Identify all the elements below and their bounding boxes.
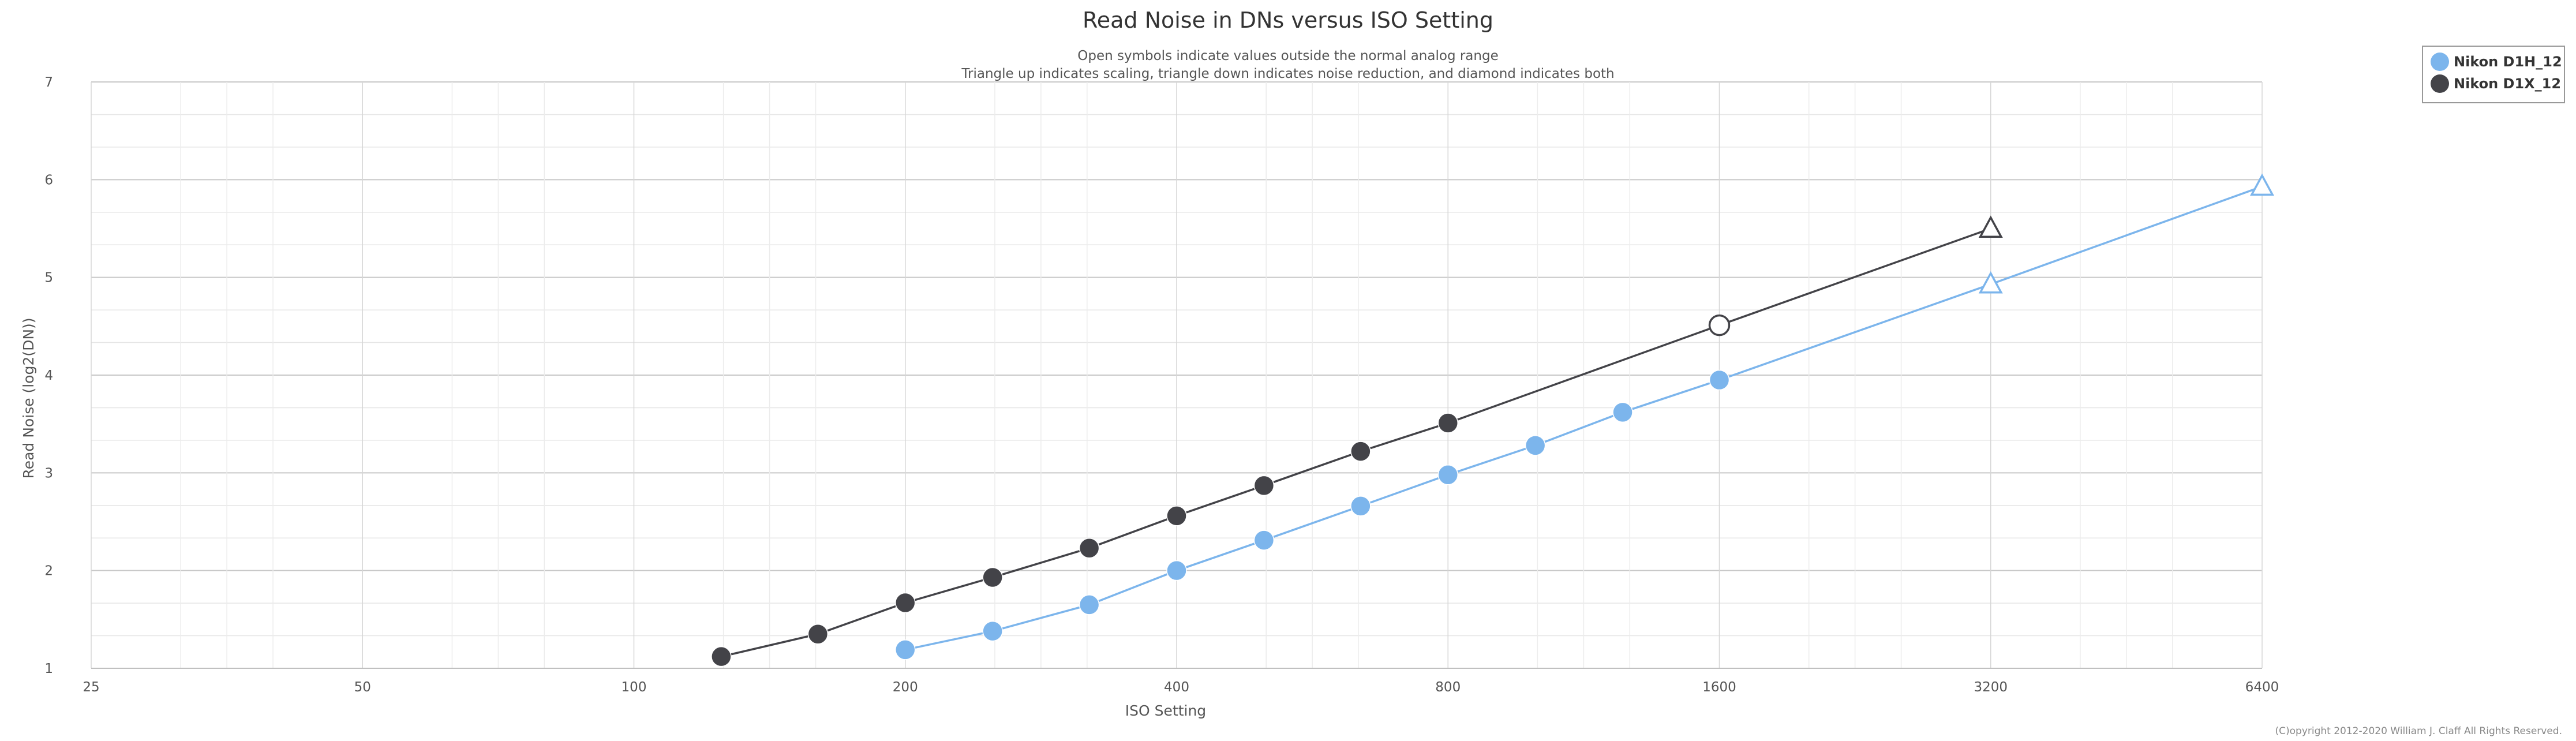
x-tick-label: 50	[354, 680, 371, 695]
y-axis-title: Read Noise (log2(DN))	[20, 317, 37, 478]
data-point[interactable]	[1709, 369, 1730, 391]
copyright-text: (C)opyright 2012-2020 William J. Claff A…	[2275, 725, 2563, 737]
data-point-triangle[interactable]	[1978, 271, 2003, 294]
series-lines	[721, 185, 2263, 658]
data-point[interactable]	[807, 623, 829, 645]
y-tick-label: 6	[44, 173, 53, 188]
data-point[interactable]	[1253, 530, 1275, 551]
data-point[interactable]	[1350, 441, 1371, 462]
data-point[interactable]	[982, 620, 1003, 642]
data-point[interactable]	[711, 646, 732, 667]
data-point[interactable]	[1612, 402, 1633, 423]
chart-subtitle-line-2: Triangle up indicates scaling, triangle …	[961, 66, 1614, 81]
data-point[interactable]	[1525, 435, 1546, 456]
legend-label-d1x[interactable]: Nikon D1X_12	[2454, 76, 2561, 92]
y-tick-label: 3	[44, 466, 53, 481]
data-point[interactable]	[1166, 506, 1187, 526]
data-point[interactable]	[1437, 464, 1458, 485]
series-markers	[711, 173, 2274, 667]
x-tick-label: 3200	[1974, 680, 2008, 695]
data-point[interactable]	[1079, 594, 1100, 615]
data-point[interactable]	[895, 592, 916, 613]
x-tick-label: 6400	[2245, 680, 2279, 695]
axes: 1 2 3 4 5 6 7 25 50 100 200 400 800 1600 3200 6400	[44, 75, 2279, 695]
x-tick-label: 1600	[1702, 680, 1736, 695]
y-tick-label: 7	[44, 75, 53, 90]
y-tick-label: 1	[44, 661, 53, 676]
x-tick-label: 100	[621, 680, 647, 695]
x-tick-label: 200	[893, 680, 918, 695]
y-tick-label: 4	[44, 368, 53, 383]
data-point[interactable]	[895, 639, 916, 660]
data-point[interactable]	[1437, 413, 1458, 433]
data-point[interactable]	[1166, 560, 1187, 581]
series-line-1	[905, 185, 2263, 651]
x-tick-label: 400	[1164, 680, 1189, 695]
x-axis-title: ISO Setting	[1125, 702, 1206, 719]
data-point[interactable]	[1253, 475, 1275, 496]
x-tick-label: 800	[1435, 680, 1461, 695]
data-point[interactable]	[1350, 496, 1371, 517]
data-point[interactable]	[1708, 314, 1731, 336]
legend-marker-d1h[interactable]	[2431, 53, 2449, 71]
data-point-triangle[interactable]	[2250, 173, 2274, 196]
grid	[91, 81, 2263, 669]
legend-label-d1h[interactable]: Nikon D1H_12	[2454, 54, 2562, 70]
data-point[interactable]	[982, 567, 1003, 588]
y-tick-label: 2	[44, 564, 53, 579]
x-tick-label: 25	[83, 680, 99, 695]
y-tick-label: 5	[44, 271, 53, 286]
chart-title: Read Noise in DNs versus ISO Setting	[1083, 8, 1493, 33]
legend: Nikon D1H_12 Nikon D1X_12	[2422, 46, 2565, 103]
data-point-triangle[interactable]	[1978, 215, 2003, 238]
chart-subtitle-line-1: Open symbols indicate values outside the…	[1077, 48, 1498, 63]
data-point[interactable]	[1079, 537, 1100, 559]
legend-marker-d1x[interactable]	[2431, 74, 2449, 93]
